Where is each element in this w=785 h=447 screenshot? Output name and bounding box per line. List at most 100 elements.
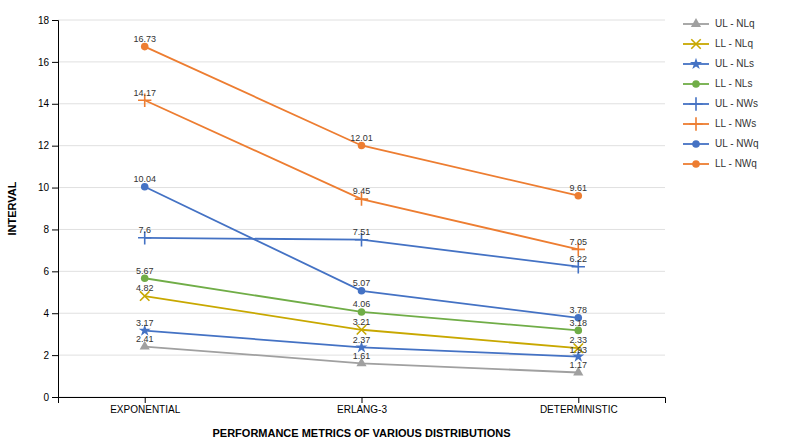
- data-label: 14.17: [133, 88, 156, 98]
- line: [145, 296, 579, 348]
- legend-label: UL - NWq: [715, 138, 759, 149]
- marks: [138, 43, 585, 376]
- tick-label: DETERMINISTIC: [540, 404, 618, 415]
- data-label: 3.18: [570, 318, 588, 328]
- tick-mark: [52, 146, 58, 147]
- tick-mark: [52, 62, 58, 63]
- line: [145, 47, 579, 196]
- data-label: 5.67: [136, 266, 154, 276]
- series: [138, 231, 585, 273]
- tick-label: EXPONENTIAL: [110, 404, 180, 415]
- tick-label: 12: [38, 140, 50, 151]
- data-label: 5.07: [353, 278, 371, 288]
- data-label: 4.82: [136, 283, 154, 293]
- legend-marker: [690, 58, 702, 69]
- legend-item: UL - NLs: [683, 58, 754, 69]
- data-label: 16.73: [133, 34, 156, 44]
- tick: 2: [43, 350, 58, 361]
- data-label: 7.6: [138, 225, 151, 235]
- tick: 0: [43, 392, 58, 403]
- data-label: 1.93: [570, 345, 588, 355]
- legend-marker: [692, 80, 700, 88]
- tick-label: 8: [43, 224, 49, 235]
- legend-label: UL - NLq: [715, 18, 755, 29]
- series: [139, 324, 585, 361]
- legend-item: LL - NWq: [683, 158, 757, 169]
- legend: UL - NLq LL - NLq UL - NLs LL - NLs UL - NWs…: [683, 18, 759, 169]
- data-label: 3.78: [570, 305, 588, 315]
- data-label: 2.37: [353, 335, 371, 345]
- tick: 16: [38, 57, 58, 68]
- line: [145, 187, 579, 318]
- legend-item: LL - NLs: [683, 78, 752, 89]
- series: [141, 183, 582, 322]
- legend-marker: [689, 97, 702, 110]
- legend-label: UL - NLs: [715, 58, 754, 69]
- legend-item: UL - NWq: [683, 138, 759, 149]
- data-label: 9.45: [353, 186, 371, 196]
- tick-label: 2: [43, 350, 49, 361]
- grid: [58, 20, 665, 397]
- grid-line: [58, 61, 665, 62]
- tick-mark: [52, 229, 58, 230]
- tick-label: 6: [43, 266, 49, 277]
- tick-mark: [52, 104, 58, 105]
- legend-item: LL - NLq: [683, 38, 753, 49]
- tick-mark: [52, 397, 58, 398]
- tick-mark: [145, 397, 146, 403]
- tick: 14: [38, 98, 58, 109]
- tick: 12: [38, 140, 58, 151]
- plot: EXPONENTIAL ERLANG-3 DETERMINISTIC 0 2 4 6 8 10 1…: [38, 15, 666, 415]
- y-axis: 0 2 4 6 8 10 12 14 16 18: [38, 15, 59, 403]
- series: [140, 291, 583, 353]
- y-axis-title: INTERVAL: [6, 181, 18, 235]
- grid-line: [58, 103, 665, 104]
- legend-marker: [691, 18, 701, 27]
- legend-marker: [692, 140, 700, 148]
- tick-mark: [52, 188, 58, 189]
- data-label: 4.06: [353, 299, 371, 309]
- series: [138, 94, 585, 256]
- data-label: 1.17: [570, 360, 588, 370]
- data-label: 7.05: [570, 237, 588, 247]
- tick: ERLANG-3: [337, 397, 387, 415]
- legend-item: UL - NLq: [683, 18, 755, 29]
- x-axis: EXPONENTIAL ERLANG-3 DETERMINISTIC: [59, 397, 666, 415]
- tick-label: 10: [38, 182, 50, 193]
- data-labels: 16.7314.1710.047.65.674.823.172.4112.019…: [133, 34, 587, 370]
- legend-label: LL - NLs: [715, 78, 752, 89]
- data-label: 9.61: [570, 183, 588, 193]
- tick-label: 16: [38, 57, 50, 68]
- tick: 8: [43, 224, 58, 235]
- tick: 10: [38, 182, 58, 193]
- data-label: 2.33: [570, 335, 588, 345]
- tick: 4: [43, 308, 58, 319]
- tick-mark: [52, 20, 58, 21]
- series: [140, 341, 584, 376]
- tick: 6: [43, 266, 58, 277]
- legend-item: LL - NWs: [683, 117, 756, 130]
- grid-line: [58, 20, 665, 21]
- series: [141, 274, 582, 334]
- tick-mark: [52, 271, 58, 272]
- axis-line: [59, 398, 666, 404]
- chart: EXPONENTIAL ERLANG-3 DETERMINISTIC 0 2 4 6 8 10 1…: [0, 0, 785, 447]
- tick-label: ERLANG-3: [337, 404, 387, 415]
- tick: 18: [38, 15, 58, 26]
- legend-label: LL - NLq: [715, 38, 753, 49]
- tick: DETERMINISTIC: [540, 397, 618, 415]
- data-label: 7.51: [353, 227, 371, 237]
- tick-mark: [52, 313, 58, 314]
- legend-label: LL - NWs: [715, 118, 756, 129]
- tick-mark: [52, 355, 58, 356]
- line: [145, 278, 579, 330]
- data-label: 3.21: [353, 317, 371, 327]
- line: [145, 100, 579, 249]
- legend-item: UL - NWs: [683, 97, 758, 110]
- data-label: 12.01: [350, 133, 373, 143]
- legend-label: LL - NWq: [715, 158, 757, 169]
- x-axis-title: PERFORMANCE METRICS OF VARIOUS DISTRIBUT…: [212, 427, 510, 439]
- legend-label: UL - NWs: [715, 98, 758, 109]
- tick: EXPONENTIAL: [110, 397, 180, 415]
- legend-marker: [689, 117, 702, 130]
